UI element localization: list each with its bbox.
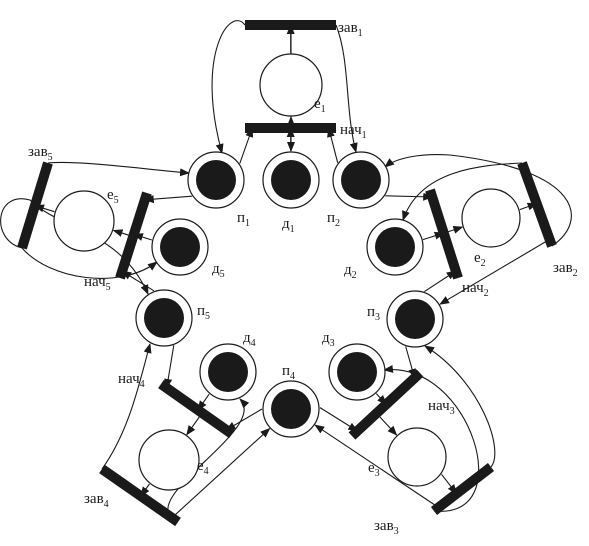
token-p5 <box>144 298 184 338</box>
transition-label-nach1: нач1 <box>340 122 367 141</box>
token-d2 <box>375 227 415 267</box>
arc-p3-to-nach2 <box>424 270 457 293</box>
place-p5 <box>135 289 193 347</box>
place-label-p5: п5 <box>197 303 210 322</box>
transition-label-zav3: зав3 <box>374 518 399 537</box>
place-e3 <box>387 427 447 487</box>
place-p2 <box>332 151 390 209</box>
arc-p4-to-nach3 <box>319 407 359 432</box>
place-label-p4: п4 <box>282 363 295 382</box>
arc-zav3-to-p4 <box>314 424 439 508</box>
arc-zav1-to-p2 <box>335 24 358 153</box>
transition-label-nach2: нач2 <box>462 280 489 299</box>
transition-nach5 <box>115 191 152 280</box>
token-d5 <box>160 227 200 267</box>
token-p2 <box>341 160 381 200</box>
place-d4 <box>199 343 257 401</box>
place-label-e5: е5 <box>107 187 119 206</box>
place-label-e4: е4 <box>197 458 209 477</box>
place-label-d3: д3 <box>322 330 335 349</box>
place-circle-e3 <box>387 427 447 487</box>
arc-p1-to-nach1 <box>239 127 254 164</box>
place-label-e1: е1 <box>314 96 326 115</box>
transition-label-nach3: нач3 <box>428 398 455 417</box>
labels-layer: зав1 нач1 зав2 нач2 зав3 нач3 зав4 нач4 зав5 нач5… <box>28 20 578 537</box>
places-layer <box>53 53 521 491</box>
token-d4 <box>208 352 248 392</box>
place-e1 <box>259 53 323 117</box>
transition-zav3 <box>430 463 495 515</box>
arc-zav2-to-d2 <box>402 162 523 221</box>
arc-p1-to-nach5 <box>143 195 192 204</box>
token-d3 <box>337 352 377 392</box>
place-label-e2: е2 <box>474 250 486 269</box>
place-d5 <box>151 218 209 276</box>
place-label-p3: п3 <box>367 304 380 323</box>
arc-p2-to-nach1 <box>327 127 339 163</box>
arc-zav4-to-p4 <box>171 427 271 519</box>
transition-nach3 <box>348 369 424 440</box>
place-label-d5: д5 <box>212 261 225 280</box>
place-label-d4: д4 <box>243 330 256 349</box>
arc-p5-to-nach5 <box>121 270 155 292</box>
token-p3 <box>395 299 435 339</box>
token-p4 <box>271 389 311 429</box>
arc-zav4-to-p5 <box>101 343 152 470</box>
place-circle-e4 <box>138 429 200 491</box>
arc-zav3-to-p3 <box>424 345 496 468</box>
transition-label-zav4: зав4 <box>84 491 109 510</box>
transitions-layer <box>17 20 557 527</box>
place-d3 <box>328 343 386 401</box>
place-p1 <box>187 151 245 209</box>
transition-label-zav2: зав2 <box>553 260 578 279</box>
transition-zav4 <box>99 464 181 527</box>
place-circle-e5 <box>53 190 115 252</box>
transition-zav5 <box>17 161 53 250</box>
transition-zav2 <box>517 161 557 248</box>
place-p3 <box>386 290 444 348</box>
place-label-p2: п2 <box>327 210 340 229</box>
place-label-d1: д1 <box>282 216 295 235</box>
place-circle-e1 <box>259 53 323 117</box>
token-d1 <box>271 160 311 200</box>
transition-label-nach5: нач5 <box>84 274 111 293</box>
place-label-d2: д2 <box>344 262 357 281</box>
place-e4 <box>138 429 200 491</box>
place-d1 <box>262 151 320 209</box>
transition-label-nach4: нач4 <box>118 371 145 390</box>
arc-p5-to-nach4 <box>164 345 175 389</box>
arc-p4-to-nach4 <box>225 408 263 431</box>
transition-nach4 <box>158 379 235 439</box>
arc-zav5-to-p1 <box>47 161 190 177</box>
place-e5 <box>53 190 115 252</box>
place-label-e3: е3 <box>368 460 380 479</box>
place-d2 <box>366 218 424 276</box>
place-circle-e2 <box>461 188 521 248</box>
transition-label-zav5: зав5 <box>28 144 53 163</box>
transition-nach2 <box>425 188 463 280</box>
arc-zav1-to-p1 <box>211 20 246 154</box>
arc-p2-to-nach2 <box>385 192 434 201</box>
place-p4 <box>262 380 320 438</box>
token-p1 <box>196 160 236 200</box>
place-e2 <box>461 188 521 248</box>
transition-label-zav1: зав1 <box>338 20 363 39</box>
arc-zav5-to-d5 <box>21 247 158 279</box>
place-label-p1: п1 <box>237 210 250 229</box>
arc-zav2-to-p3 <box>439 238 550 305</box>
